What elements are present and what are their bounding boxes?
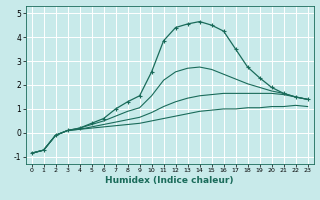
- X-axis label: Humidex (Indice chaleur): Humidex (Indice chaleur): [105, 176, 234, 185]
